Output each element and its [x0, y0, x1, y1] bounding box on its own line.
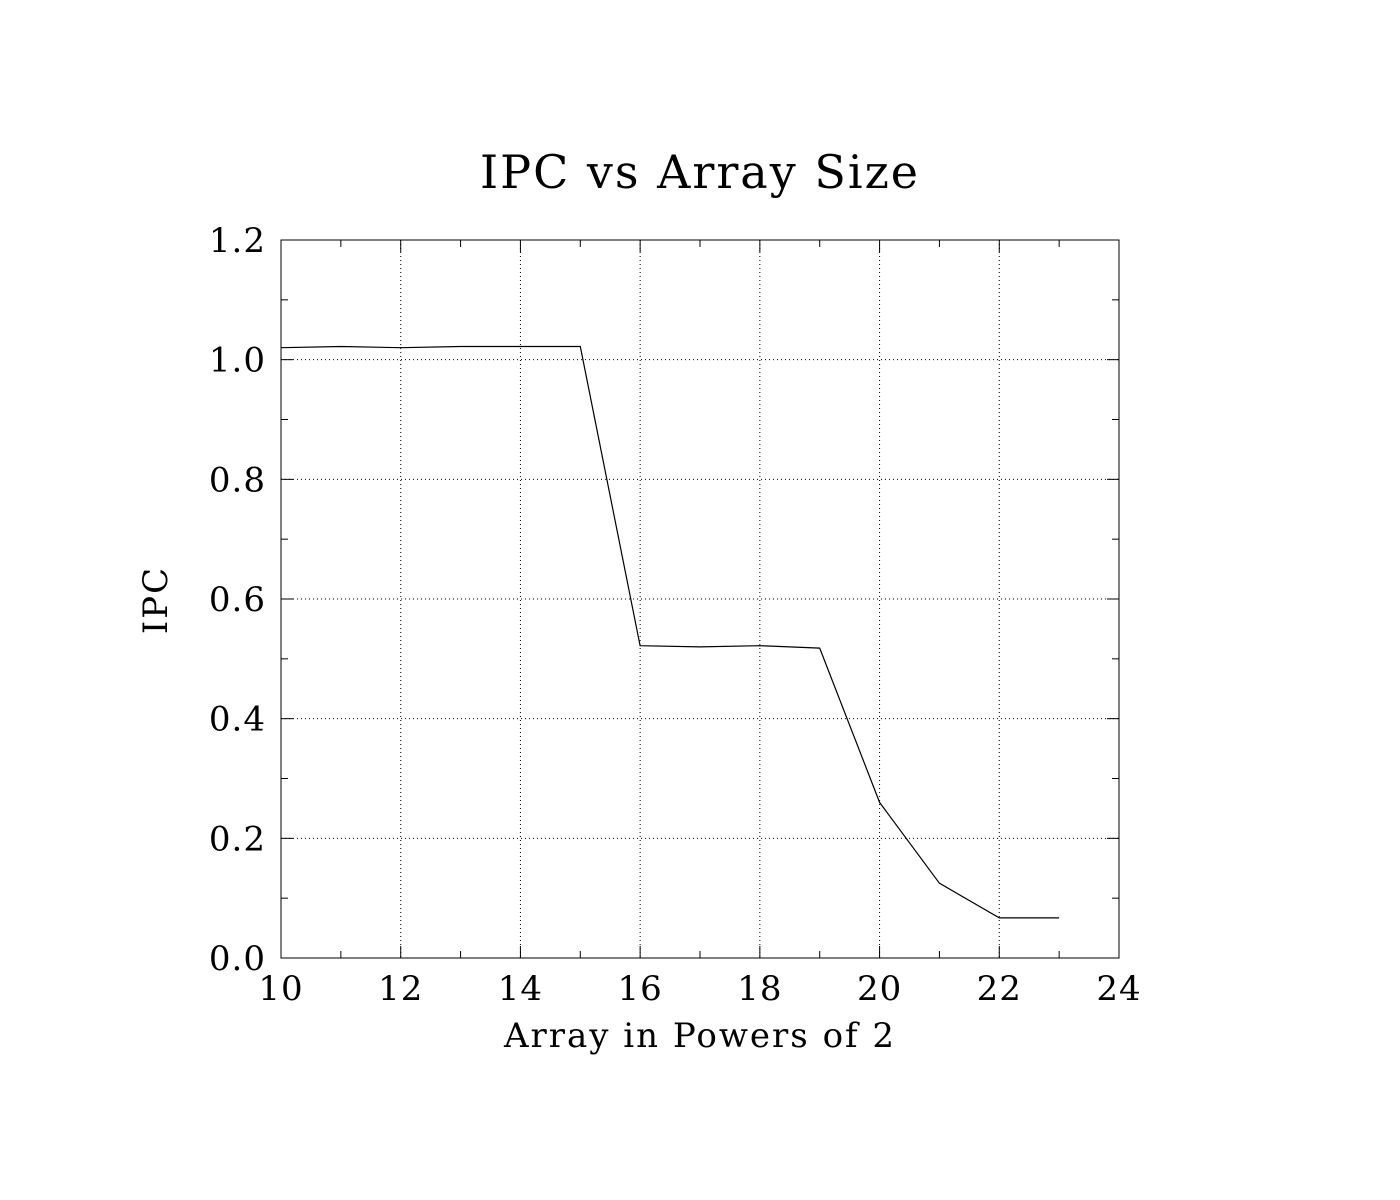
plot-frame — [280, 239, 1120, 959]
y-tick-label: 0.2 — [209, 819, 266, 859]
series-line-0 — [280, 345, 1060, 919]
x-tick-label: 24 — [1096, 969, 1141, 1009]
y-tick-label: 0.8 — [209, 460, 266, 500]
x-tick-label: 22 — [977, 969, 1022, 1009]
x-tick-label: 10 — [258, 969, 303, 1009]
y-tick-label: 0.6 — [209, 580, 266, 620]
chart-title: IPC vs Array Size — [480, 145, 920, 199]
x-axis-label: Array in Powers of 2 — [503, 1016, 896, 1056]
x-tick-label: 20 — [857, 969, 902, 1009]
y-tick-label: 0.4 — [209, 700, 266, 740]
x-tick-label: 14 — [498, 969, 543, 1009]
series-layer — [280, 345, 1060, 919]
y-tick-label: 1.0 — [209, 341, 266, 381]
y-tick-labels: 0.0 0.2 0.4 0.6 0.8 1.0 1.2 — [209, 221, 266, 979]
x-tick-label: 12 — [378, 969, 423, 1009]
y-tick-label: 1.2 — [209, 221, 266, 261]
x-tick-label: 18 — [737, 969, 782, 1009]
axis-ticks — [280, 239, 1120, 959]
y-tick-label: 0.0 — [209, 939, 266, 979]
x-tick-labels: 10 12 14 16 18 20 22 24 — [258, 969, 1141, 1009]
x-tick-label: 16 — [618, 969, 663, 1009]
y-axis-label: IPC — [136, 566, 176, 634]
